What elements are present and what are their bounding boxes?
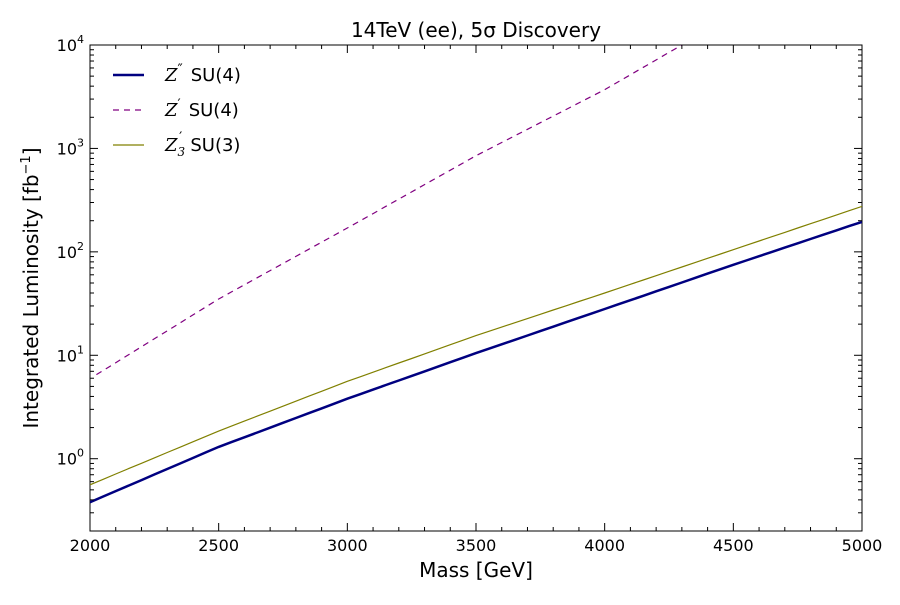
legend: Z″ SU(4) Z′ SU(4) Z3′ SU(3)	[113, 62, 241, 159]
tick-layer: 2000 2500 3000 3500 4000 4500 5000 100 101 102 103…	[57, 33, 883, 555]
y-axis-title: Integrated Luminosity [fb−1]	[19, 147, 43, 428]
legend-label-3: Z3′ SU(3)	[164, 130, 240, 159]
series-line-3	[90, 205, 862, 486]
y-tick-label: 100	[57, 447, 84, 469]
series-line-2	[96, 45, 683, 376]
y-axis-title-sup: −1	[19, 155, 34, 174]
x-tick-label: 2000	[70, 536, 111, 555]
legend-label-2: Z′ SU(4)	[164, 97, 239, 121]
x-tick-label: 4000	[584, 536, 625, 555]
series-line-1	[90, 220, 862, 504]
x-tick-label: 3500	[456, 536, 497, 555]
y-axis-title-end: ]	[19, 147, 43, 155]
x-tick-label: 2500	[198, 536, 239, 555]
plot-area-frame	[89, 44, 863, 532]
x-axis-title: Mass [GeV]	[419, 558, 533, 582]
series-layer	[90, 45, 862, 504]
y-tick-label: 102	[57, 240, 84, 262]
x-tick-label: 4500	[713, 536, 754, 555]
chart-title: 14TeV (ee), 5σ Discovery	[351, 18, 601, 42]
y-axis-title-main: Integrated Luminosity [fb	[19, 174, 43, 428]
y-tick-label: 103	[57, 136, 84, 158]
x-tick-label: 5000	[842, 536, 883, 555]
x-tick-label: 3000	[327, 536, 368, 555]
y-tick-label: 101	[57, 343, 84, 365]
y-tick-label: 104	[57, 33, 84, 55]
legend-label-1: Z″ SU(4)	[164, 62, 241, 86]
